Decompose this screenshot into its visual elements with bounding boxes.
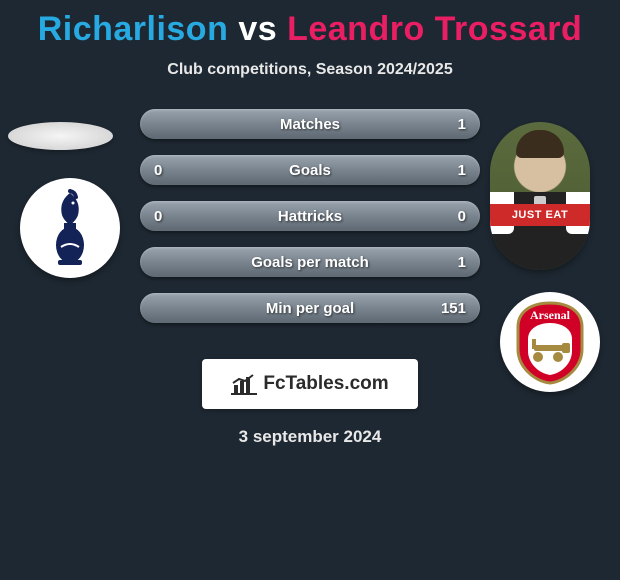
stat-label: Matches <box>140 116 480 133</box>
stat-row-goals-per-match: Goals per match 1 <box>140 247 480 277</box>
stat-left-value: 0 <box>154 162 164 179</box>
footer-date: 3 september 2024 <box>0 427 620 447</box>
stat-row-min-per-goal: Min per goal 151 <box>140 293 480 323</box>
season-subtitle: Club competitions, Season 2024/2025 <box>0 61 620 79</box>
shirt-sponsor-text: JUST EAT <box>490 204 590 226</box>
stat-right-value: 151 <box>441 300 466 317</box>
vs-separator: vs <box>238 10 277 48</box>
stat-row-goals: 0 Goals 1 <box>140 155 480 185</box>
player-right-name: Leandro Trossard <box>287 10 582 48</box>
club-crest-right: Arsenal <box>500 292 600 392</box>
stat-right-value: 1 <box>456 162 466 179</box>
comparison-title: Richarlison vs Leandro Trossard <box>0 0 620 49</box>
crest-wordmark: Arsenal <box>530 308 571 322</box>
tottenham-crest-icon <box>40 189 100 267</box>
stat-row-hattricks: 0 Hattricks 0 <box>140 201 480 231</box>
stat-row-matches: Matches 1 <box>140 109 480 139</box>
stat-right-value: 1 <box>456 254 466 271</box>
player-left-name: Richarlison <box>38 10 229 48</box>
stat-label: Hattricks <box>140 208 480 225</box>
bar-chart-icon <box>231 373 257 395</box>
player-right-photo: JUST EAT <box>490 122 590 270</box>
stat-right-value: 0 <box>456 208 466 225</box>
club-crest-left <box>20 178 120 278</box>
branding-badge: FcTables.com <box>202 359 418 409</box>
stat-left-value: 0 <box>154 208 164 225</box>
player-right-shirt: JUST EAT <box>490 192 590 270</box>
stat-label: Min per goal <box>140 300 480 317</box>
stat-right-value: 1 <box>456 116 466 133</box>
stat-label: Goals per match <box>140 254 480 271</box>
stat-label: Goals <box>140 162 480 179</box>
branding-text: FcTables.com <box>263 373 388 395</box>
player-left-photo <box>8 122 113 150</box>
arsenal-crest-icon: Arsenal <box>510 299 590 385</box>
